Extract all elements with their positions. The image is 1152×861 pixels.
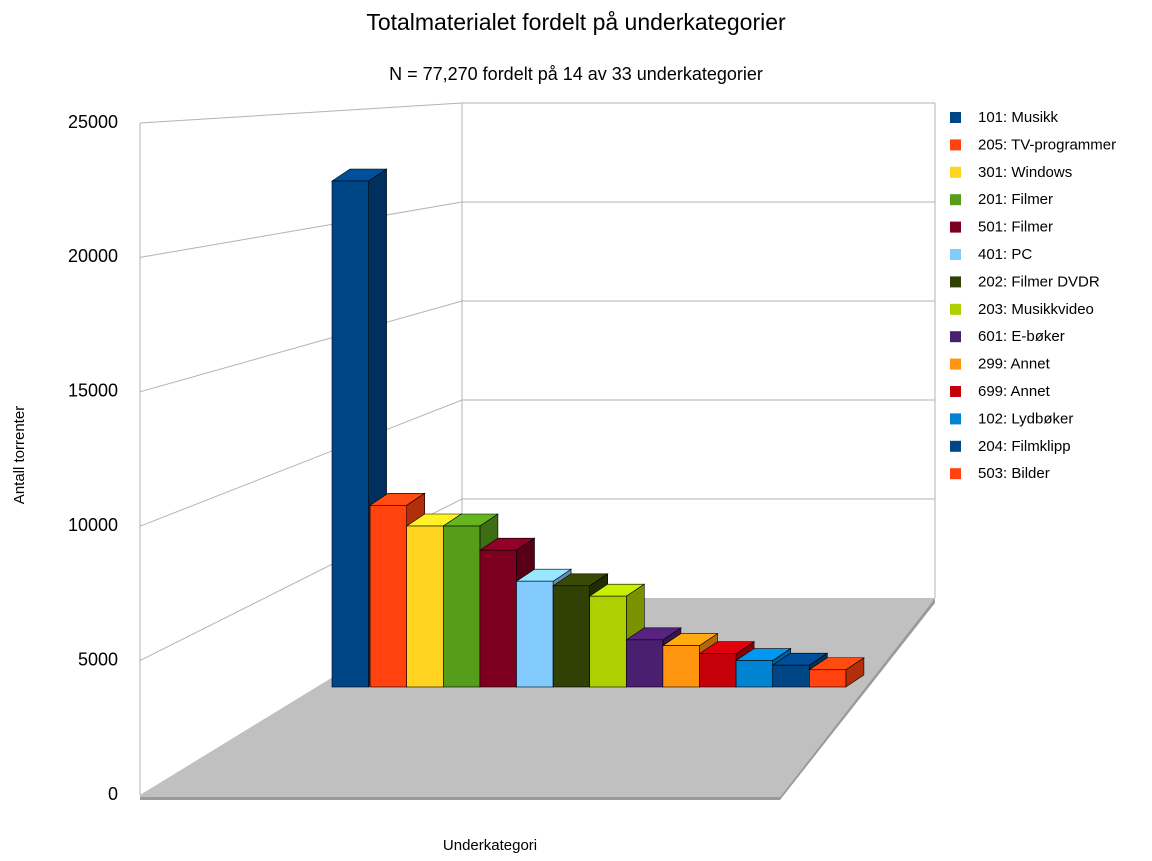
bar <box>808 669 847 688</box>
legend-swatch <box>950 358 961 370</box>
bar <box>331 180 369 688</box>
legend-label: 201: Filmer <box>978 191 1053 208</box>
legend-swatch <box>950 386 961 397</box>
bar <box>369 504 408 688</box>
legend-swatch <box>950 276 961 288</box>
y-tick-label: 0 <box>108 784 118 804</box>
legend-label: 501: Filmer <box>978 219 1053 236</box>
legend-swatch <box>950 221 961 233</box>
bar <box>589 595 627 688</box>
bar <box>662 645 700 688</box>
bar <box>699 653 737 688</box>
x-axis-label: Underkategori <box>443 837 537 854</box>
legend-swatch <box>950 468 961 480</box>
y-tick-label: 15000 <box>68 381 118 401</box>
legend-swatch <box>950 112 961 123</box>
y-tick-label: 20000 <box>68 246 118 266</box>
legend-label: 205: TV-programmer <box>978 136 1116 153</box>
bar <box>516 580 554 688</box>
legend-label: 202: Filmer DVDR <box>978 273 1100 290</box>
y-tick-label: 5000 <box>78 649 118 669</box>
bar <box>772 664 810 688</box>
legend-label: 101: Musikk <box>978 109 1059 126</box>
legend-swatch <box>950 194 961 206</box>
grid-line <box>139 201 935 258</box>
grid-line <box>139 399 935 527</box>
legend-label: 102: Lydbøker <box>978 410 1073 427</box>
legend-swatch <box>950 249 961 260</box>
legend-swatch <box>950 303 961 315</box>
y-axis-label: Antall torrenter <box>11 406 28 504</box>
bar <box>735 660 773 688</box>
legend-swatch <box>950 139 961 151</box>
grid-line <box>139 102 935 124</box>
grid-line <box>139 498 935 662</box>
grid-line <box>139 300 935 393</box>
legend-swatch <box>950 413 961 425</box>
bar <box>442 525 481 688</box>
bar <box>552 585 590 688</box>
bar <box>406 525 444 688</box>
legend-swatch <box>950 331 961 343</box>
legend-label: 699: Annet <box>978 383 1051 400</box>
y-tick-label: 10000 <box>68 515 118 535</box>
legend-label: 299: Annet <box>978 356 1051 373</box>
legend-label: 503: Bilder <box>978 465 1050 482</box>
chart-subtitle: N = 77,270 fordelt på 14 av 33 underkate… <box>389 64 763 84</box>
chart-title: Totalmaterialet fordelt på underkategori… <box>366 9 786 35</box>
legend-swatch <box>950 166 961 178</box>
bar <box>625 639 664 688</box>
legend-label: 601: E-bøker <box>978 328 1065 345</box>
y-tick-label: 25000 <box>68 112 118 132</box>
legend-label: 401: PC <box>978 246 1032 263</box>
legend-label: 301: Windows <box>978 164 1072 181</box>
bar <box>479 549 517 688</box>
floor-edge <box>780 598 935 800</box>
legend-label: 204: Filmklipp <box>978 438 1071 455</box>
legend-swatch <box>950 440 961 452</box>
floor-edge <box>140 797 780 800</box>
legend-label: 203: Musikkvideo <box>978 301 1094 318</box>
